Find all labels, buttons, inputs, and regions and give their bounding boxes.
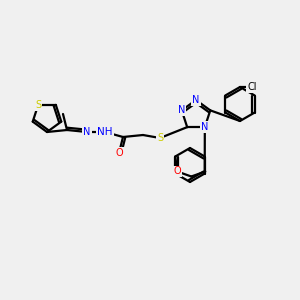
Text: O: O: [173, 167, 181, 176]
Text: NH: NH: [97, 127, 113, 137]
Text: N: N: [192, 95, 200, 105]
Text: Cl: Cl: [247, 82, 257, 92]
Text: N: N: [178, 105, 185, 116]
Text: N: N: [83, 127, 91, 137]
Text: S: S: [157, 133, 163, 143]
Text: S: S: [35, 100, 41, 110]
Text: N: N: [201, 122, 208, 132]
Text: O: O: [115, 148, 123, 158]
